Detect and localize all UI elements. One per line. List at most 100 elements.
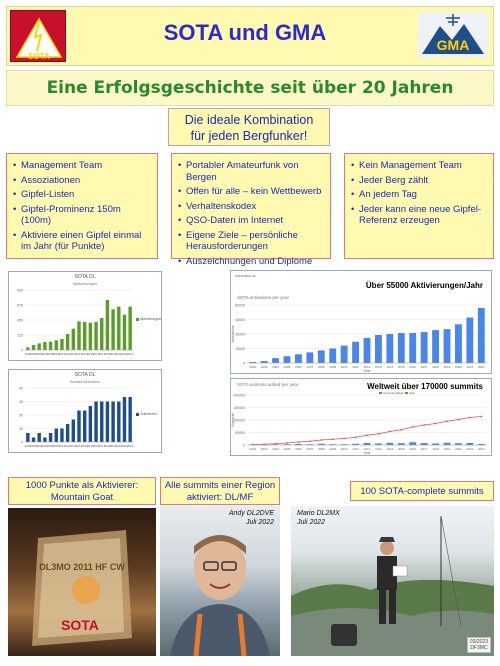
header-banner xyxy=(6,6,494,66)
x-tick-label: 2017 xyxy=(421,365,428,369)
bar xyxy=(306,444,314,445)
bar xyxy=(352,341,359,363)
legend-label: total xyxy=(409,391,415,395)
bar xyxy=(397,333,405,363)
y-tick-label: 225 xyxy=(17,334,23,338)
x-tick-label: 2003 xyxy=(261,447,268,451)
bar xyxy=(77,321,81,350)
x-tick-label: 2005 xyxy=(30,444,37,448)
list-item: Assoziationen xyxy=(13,175,151,187)
list-item: Portabler Amateurfunk von Bergen xyxy=(178,160,324,183)
total-point xyxy=(446,420,448,423)
bar xyxy=(409,442,417,445)
list-item: Auszeichnungen und Diplome xyxy=(178,256,324,268)
x-tick-label: 2021 xyxy=(467,447,474,451)
bar xyxy=(122,397,127,442)
x-tick-label: 2019 xyxy=(444,447,451,451)
bar xyxy=(71,328,76,350)
y-tick-label: 15 xyxy=(19,427,23,431)
bar xyxy=(329,444,337,445)
y-tick-label: 100000 xyxy=(233,419,245,423)
x-tick-label: 2008 xyxy=(318,365,325,369)
x-tick-label: 2015 xyxy=(87,444,94,448)
x-tick-label: 2013 xyxy=(375,365,382,369)
chart-dl-activations: SOTA DL Aktivierungen 0 225 450 675 900 2004 2… xyxy=(8,271,162,361)
bar xyxy=(82,322,87,350)
page-title: SOTA und GMA xyxy=(163,20,327,45)
bar xyxy=(48,341,53,350)
bar xyxy=(43,437,47,442)
caption-complete: 100 SOTA-complete summits xyxy=(350,481,494,501)
x-tick-label: 2011 xyxy=(352,365,359,369)
y-tick-label: 0 xyxy=(243,362,245,366)
y-tick-label: 45 xyxy=(19,400,23,404)
total-point xyxy=(274,442,277,445)
x-tick-label: 2002 xyxy=(249,365,256,369)
photo-date: Juli 2022 xyxy=(245,519,274,526)
photo-name: Mario DL2MX xyxy=(297,510,340,517)
bar xyxy=(397,443,405,445)
x-tick-label: 2012 xyxy=(364,447,371,451)
bar xyxy=(77,410,81,442)
x-tick-label: 2020 xyxy=(455,365,462,369)
x-tick-label: 2005 xyxy=(30,352,37,356)
legend-label: Aktivierungen xyxy=(140,317,161,321)
legend-swatch xyxy=(136,318,139,321)
total-point xyxy=(457,418,460,421)
bar xyxy=(386,442,394,445)
bar xyxy=(283,356,291,363)
y-tick-label: 30000 xyxy=(235,333,245,337)
y-tick-label: 0 xyxy=(243,444,245,448)
bar xyxy=(60,339,64,350)
bar xyxy=(363,443,371,445)
x-tick-label: 2016 xyxy=(409,447,416,451)
x-tick-label: 2022 xyxy=(127,444,134,448)
bar xyxy=(88,322,93,350)
x-tick-label: 2009 xyxy=(329,365,336,369)
y-axis-label: Summits xyxy=(231,413,235,427)
bar xyxy=(295,354,302,363)
total-point xyxy=(411,426,414,428)
x-tick-label: 2004 xyxy=(272,365,279,369)
bar xyxy=(272,358,279,363)
total-point xyxy=(343,437,346,440)
x-tick-label: 2017 xyxy=(98,444,105,448)
bar xyxy=(295,444,302,445)
x-tick-label: 2008 xyxy=(47,352,54,356)
andy-photo: Andy DL2DVE Juli 2022 xyxy=(160,506,280,656)
y-tick-label: 150000 xyxy=(233,406,245,410)
bar xyxy=(466,317,474,363)
bar xyxy=(37,433,41,442)
bar xyxy=(54,340,58,350)
x-tick-label: 2013 xyxy=(375,447,382,451)
x-tick-label: 2007 xyxy=(307,365,314,369)
list-item: Verhaltenskodex xyxy=(178,201,324,213)
bar xyxy=(60,428,64,442)
common-features-box: Portabler Amateurfunk von Bergen Offen f… xyxy=(171,153,331,267)
total-point xyxy=(366,434,368,437)
bar xyxy=(31,437,36,442)
x-tick-label: 2004 xyxy=(272,447,279,451)
x-tick-label: 2011 xyxy=(64,352,71,356)
x-tick-label: 2009 xyxy=(53,352,60,356)
bar xyxy=(249,362,257,363)
x-tick-label: 2016 xyxy=(93,444,100,448)
bar xyxy=(88,406,93,442)
credit-stamp: 03/2023 DF3MC xyxy=(466,637,491,653)
legend-label: summits added xyxy=(383,391,404,395)
x-tick-label: 2003 xyxy=(261,365,268,369)
bar xyxy=(37,343,41,350)
x-tick-label: 2006 xyxy=(36,444,43,448)
bar xyxy=(455,324,462,363)
bar xyxy=(432,330,439,363)
bar xyxy=(100,401,104,442)
x-tick-label: 2005 xyxy=(284,365,291,369)
x-tick-label: 2007 xyxy=(42,444,49,448)
list-item: An jedem Tag xyxy=(351,189,487,201)
bar xyxy=(477,307,485,363)
caption-line: Mountain Goat xyxy=(50,492,114,503)
x-tick-label: 2011 xyxy=(64,444,71,448)
bar xyxy=(340,345,348,363)
y-tick-label: 30 xyxy=(19,414,23,418)
